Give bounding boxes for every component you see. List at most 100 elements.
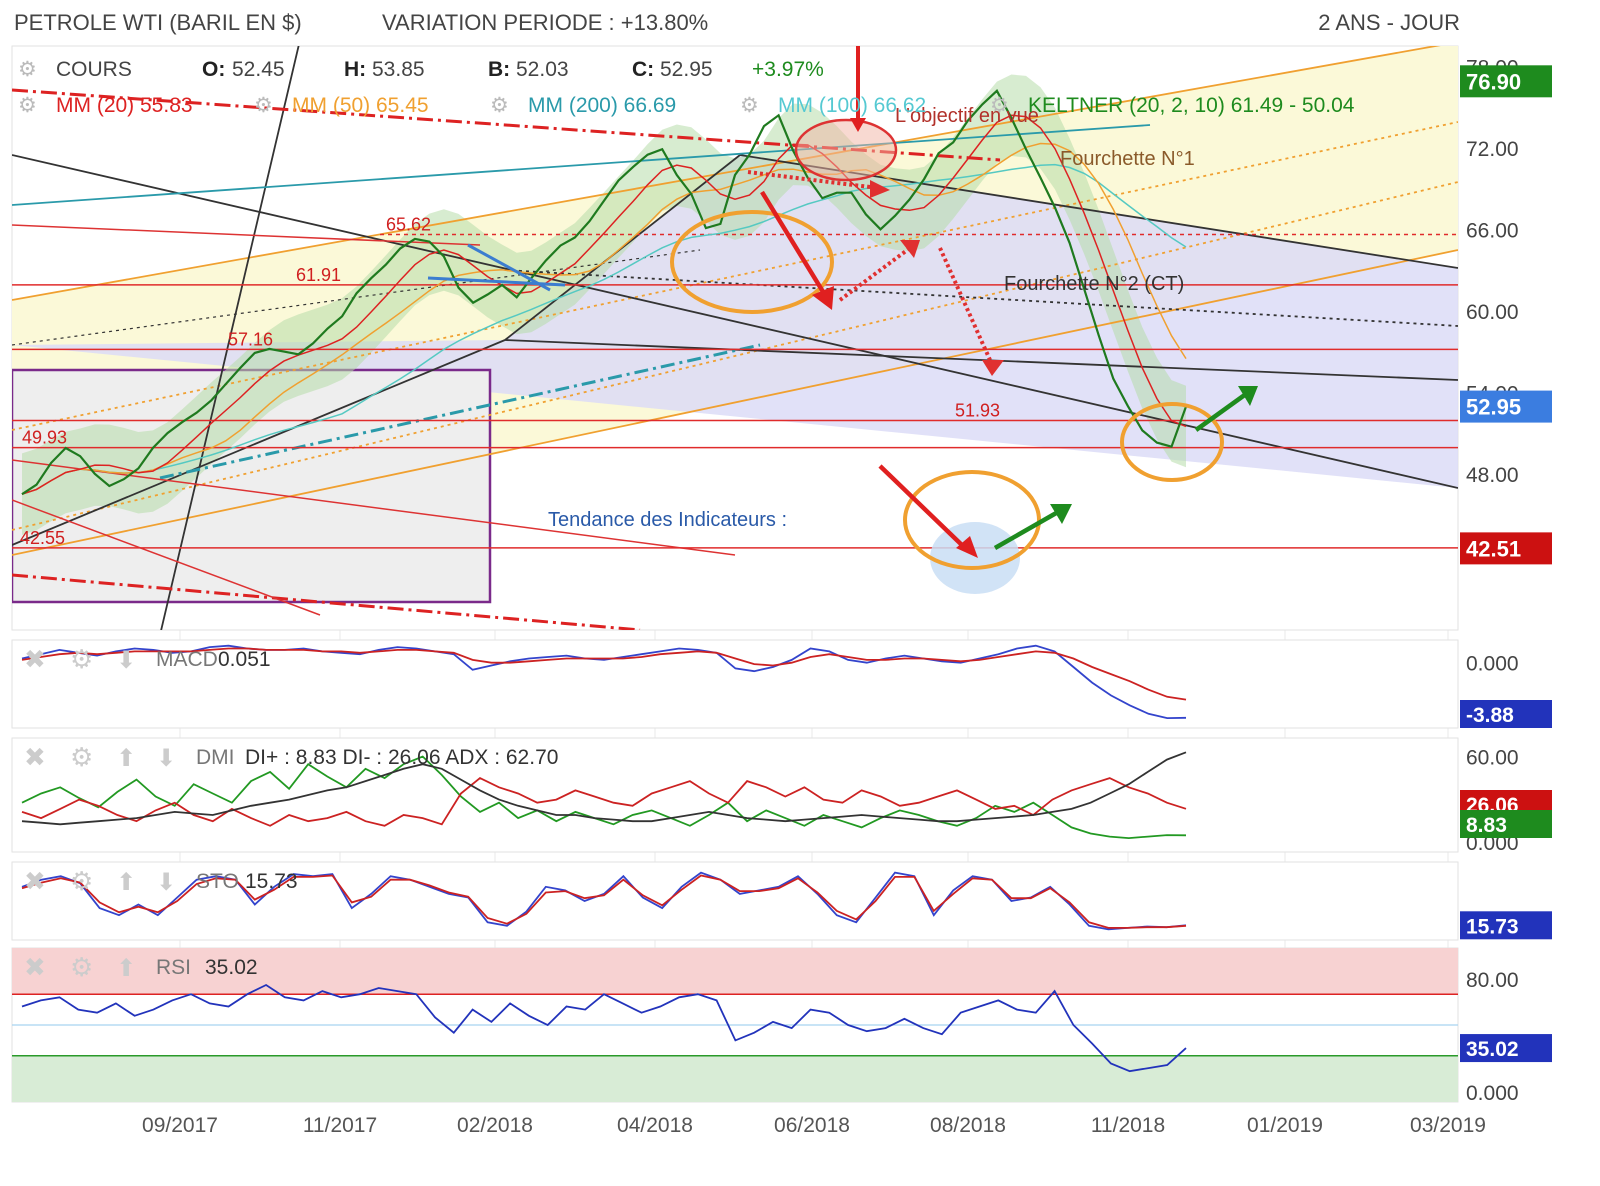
level-labels: 65.62 61.91 57.16 51.93 49.93 42.55 [20,215,1000,548]
red-arrow-down-2 [878,464,967,550]
move-down-icon[interactable]: ⬇ [156,869,176,896]
panel-frame [11,639,1459,729]
red-dotted-arrowhead-2 [900,240,920,258]
orange-channel-lines [12,46,1458,556]
red-arrowhead-1 [812,286,834,310]
y-tick-label: 80.00 [1466,969,1519,992]
indicator-badge-label: 35.02 [1466,1038,1519,1061]
x-tick-label: 11/2018 [1091,1114,1165,1137]
y-tick-label: 60.00 [1466,301,1519,324]
green-arrow-up-1 [993,510,1060,550]
gear-icon[interactable]: ⚙ [18,58,37,81]
red-dotted-arrowhead-3 [982,360,1004,376]
gear-icon[interactable]: ⚙ [18,94,37,117]
x-tick-label: 08/2018 [930,1114,1006,1137]
price-badge-label: 42.51 [1466,536,1521,561]
level-label: 51.93 [955,400,1000,420]
price-panel: L'objectif en vue Fourchette N°1 Fourche… [11,45,1459,631]
gear-icon[interactable]: ⚙ [70,644,93,674]
rsi-overbought-zone [12,948,1458,995]
green-arrowhead-1 [1050,504,1072,524]
gear-icon[interactable]: ⚙ [990,94,1009,117]
rsi-oversold-zone [12,1055,1458,1102]
level-label: 57.16 [228,329,273,349]
panel-dmi: ✖ ⚙ ⬆ ⬇ DMI DI+ : 8.83 DI- : 26.06 ADX : 62.7… [11,737,1552,855]
level-label: 49.93 [22,428,67,448]
indicator-line [21,644,1187,720]
gear-icon[interactable]: ⚙ [70,952,93,982]
keltner-legend: KELTNER (20, 2, 10) 61.49 - 50.04 [1028,94,1355,117]
mm100-legend: MM (100) 66.62 [778,94,926,117]
panel-value: 0.051 [218,648,271,671]
close-icon[interactable]: ✖ [24,742,46,772]
low-value: 52.03 [516,58,569,81]
y-tick-label: 48.00 [1466,464,1519,487]
mm200-legend: MM (200) 66.69 [528,94,676,117]
panel-rsi: ✖ ⚙ ⬆ RSI 35.02 80.00 0.000 35.02 [11,947,1552,1105]
red-trendline-bottom [12,459,736,556]
x-axis: 09/2017 11/2017 02/2018 04/2018 06/2018 08/20… [142,1114,1486,1137]
panel-value: 35.02 [205,956,258,979]
level-label: 61.91 [296,265,341,285]
blue-target-zone [930,522,1020,594]
y-tick-label: 66.00 [1466,219,1519,242]
price-badge-label: 52.95 [1466,395,1521,420]
panel-title: DMI [196,746,235,769]
gear-icon[interactable]: ⚙ [740,94,759,117]
mm20-legend: MM (20) 55.83 [56,94,193,117]
fourchette-2-label: Fourchette N°2 (CT) [1004,273,1184,295]
red-dotted-arrowhead-1 [870,180,890,198]
gear-icon[interactable]: ⚙ [70,866,93,896]
open-label: O: [202,58,225,81]
move-up-icon[interactable]: ⬆ [116,869,136,896]
level-label: 42.55 [20,528,65,548]
legend: ⚙ COURS O: 52.45 H: 53.85 B: 52.03 C: 52… [18,58,1355,117]
close-icon[interactable]: ✖ [24,644,46,674]
x-tick-label: 02/2018 [457,1114,533,1137]
horizontal-levels [12,233,1458,549]
gear-icon[interactable]: ⚙ [490,94,509,117]
indicator-badge-label: -3.88 [1466,704,1514,727]
gear-icon[interactable]: ⚙ [70,742,93,772]
x-tick-label: 04/2018 [617,1114,693,1137]
red-ellipse-objectif [794,118,898,182]
red-arrowhead-objectif [850,118,866,132]
close-icon[interactable]: ✖ [24,866,46,896]
indicator-line [21,751,1187,826]
high-label: H: [344,58,366,81]
gear-icon[interactable]: ⚙ [254,94,273,117]
red-dashdot-support [12,573,641,630]
x-tick-label: 06/2018 [774,1114,850,1137]
period-selector[interactable]: 2 ANS - JOUR [1318,10,1460,35]
y-tick-label: 72.00 [1466,138,1519,161]
close-icon[interactable]: ✖ [24,952,46,982]
panel-title: STO [196,870,239,893]
tendance-indicateurs-label: Tendance des Indicateurs : [548,509,787,531]
green-arrow-up-2 [1194,392,1248,432]
mm20-line [21,114,1187,495]
y-tick-label: 0.000 [1466,653,1519,676]
panel-sto: ✖ ⚙ ⬆ ⬇ STO 15.73 15.73 [11,861,1552,941]
move-up-icon[interactable]: ⬆ [116,955,136,982]
price-badge [1460,532,1552,565]
variation-periode: VARIATION PERIODE : +13.80% [382,10,709,35]
orange-ellipse-3 [903,470,1041,570]
low-label: B: [488,58,510,81]
move-up-icon[interactable]: ⬆ [116,745,136,772]
price-line [21,89,1188,496]
red-arrow-down-1 [760,190,827,297]
indicator-badge-label: 8.83 [1466,814,1507,837]
move-down-icon[interactable]: ⬇ [116,647,136,674]
open-value: 52.45 [232,58,285,81]
objectif-label: L'objectif en vue [895,105,1039,127]
close-label: C: [632,58,654,81]
red-arrowhead-2 [956,536,978,558]
x-tick-label: 03/2019 [1410,1114,1486,1137]
high-value: 53.85 [372,58,425,81]
indicator-badge [1460,911,1552,940]
panel-value: DI+ : 8.83 DI- : 26.06 ADX : 62.70 [245,746,558,769]
indicator-badge [1460,810,1552,838]
orange-ellipse-1 [670,210,834,314]
move-down-icon[interactable]: ⬇ [156,745,176,772]
